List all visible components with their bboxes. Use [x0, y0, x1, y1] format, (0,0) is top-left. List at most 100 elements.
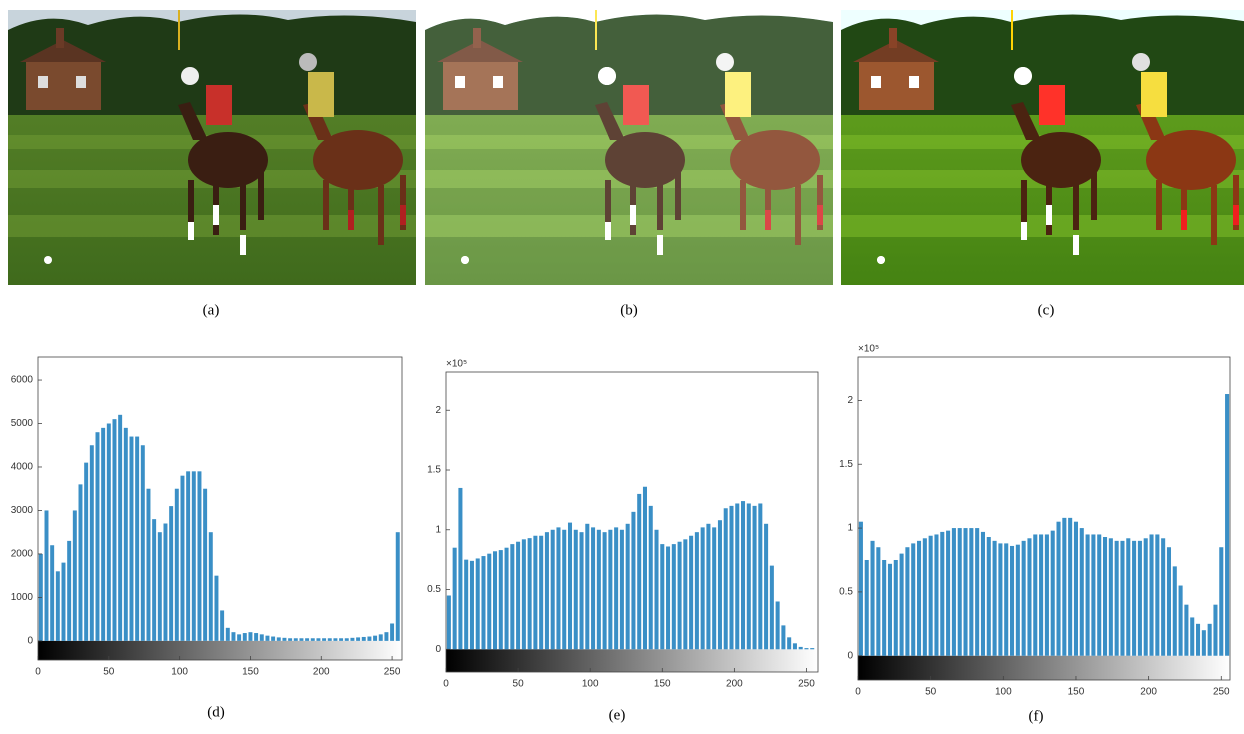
bar	[741, 501, 745, 649]
bar	[487, 554, 491, 650]
bar	[528, 538, 532, 649]
bar	[101, 428, 105, 641]
bar	[107, 424, 111, 641]
bar	[362, 637, 366, 641]
bar	[220, 610, 224, 640]
bar	[118, 415, 122, 641]
y-tick-label: 2	[847, 395, 853, 406]
bar	[1115, 541, 1119, 656]
bar	[175, 489, 179, 641]
bar	[701, 527, 705, 649]
bar	[987, 537, 991, 656]
bar	[776, 601, 780, 649]
bar	[316, 638, 320, 641]
bar	[1010, 546, 1014, 656]
bar	[870, 541, 874, 656]
bar	[458, 488, 462, 649]
bar	[265, 636, 269, 641]
bar	[476, 558, 480, 649]
bar	[1086, 534, 1090, 655]
bar	[1004, 543, 1008, 655]
bar	[649, 506, 653, 649]
bar	[689, 536, 693, 650]
y-tick-label: 0	[435, 644, 441, 655]
bar	[464, 560, 468, 650]
bar	[350, 638, 354, 641]
bar	[876, 547, 880, 656]
bar	[934, 534, 938, 655]
bar	[929, 536, 933, 656]
bar	[339, 638, 343, 641]
bar	[453, 548, 457, 650]
bar	[683, 539, 687, 649]
bar	[1074, 522, 1078, 656]
bar	[135, 437, 139, 641]
bar	[322, 638, 326, 641]
bar	[747, 503, 751, 649]
caption: (e)	[609, 707, 626, 723]
y-tick-label: 1	[847, 523, 853, 534]
colorbar	[38, 641, 402, 660]
x-tick-label: 0	[443, 679, 449, 690]
bar	[158, 532, 162, 641]
bar	[271, 637, 275, 641]
bar	[952, 528, 956, 656]
x-tick-label: 50	[103, 667, 115, 678]
bar	[1022, 541, 1026, 656]
caption: (f)	[1029, 708, 1044, 724]
x-tick-label: 250	[1213, 687, 1230, 698]
colorbar	[446, 649, 818, 672]
bar	[1167, 547, 1171, 656]
bar	[1091, 534, 1095, 655]
bar	[963, 528, 967, 656]
bar	[695, 532, 699, 649]
colorbar	[858, 656, 1230, 680]
bar	[1196, 624, 1200, 656]
bar	[226, 628, 230, 641]
bar	[810, 648, 814, 649]
bar	[231, 632, 235, 641]
bar	[1219, 547, 1223, 656]
y-tick-label: 6000	[11, 375, 34, 386]
bar	[493, 551, 497, 649]
bar	[1068, 518, 1072, 656]
bar	[735, 503, 739, 649]
bar	[50, 545, 54, 641]
y-tick-label: 3000	[11, 505, 34, 516]
y-tick-label: 4000	[11, 462, 34, 473]
x-tick-label: 100	[582, 679, 599, 690]
bar	[1213, 605, 1217, 656]
bar	[551, 530, 555, 650]
x-tick-label: 50	[513, 679, 525, 690]
bar	[1120, 541, 1124, 656]
bar	[804, 648, 808, 649]
bar	[1033, 534, 1037, 655]
y-tick-label: 0.5	[427, 584, 441, 595]
bar	[356, 637, 360, 640]
bar	[981, 532, 985, 656]
bar	[90, 445, 94, 641]
bar	[865, 560, 869, 656]
bar	[367, 637, 371, 641]
bar	[597, 530, 601, 650]
x-tick-label: 100	[995, 687, 1012, 698]
bar	[787, 637, 791, 649]
x-tick-label: 0	[855, 687, 861, 698]
bar	[533, 536, 537, 650]
bar	[481, 556, 485, 649]
bar	[299, 638, 303, 641]
bar	[288, 638, 292, 641]
x-tick-label: 150	[654, 679, 671, 690]
bar	[1062, 518, 1066, 656]
bar	[946, 531, 950, 656]
y-tick-label: 1.5	[839, 459, 853, 470]
bar	[84, 463, 88, 641]
bar	[248, 632, 252, 641]
bar	[260, 634, 264, 641]
bar	[1208, 624, 1212, 656]
bar	[770, 566, 774, 650]
bar	[373, 636, 377, 641]
bar	[214, 576, 218, 641]
bar	[894, 560, 898, 656]
bar	[311, 638, 315, 641]
